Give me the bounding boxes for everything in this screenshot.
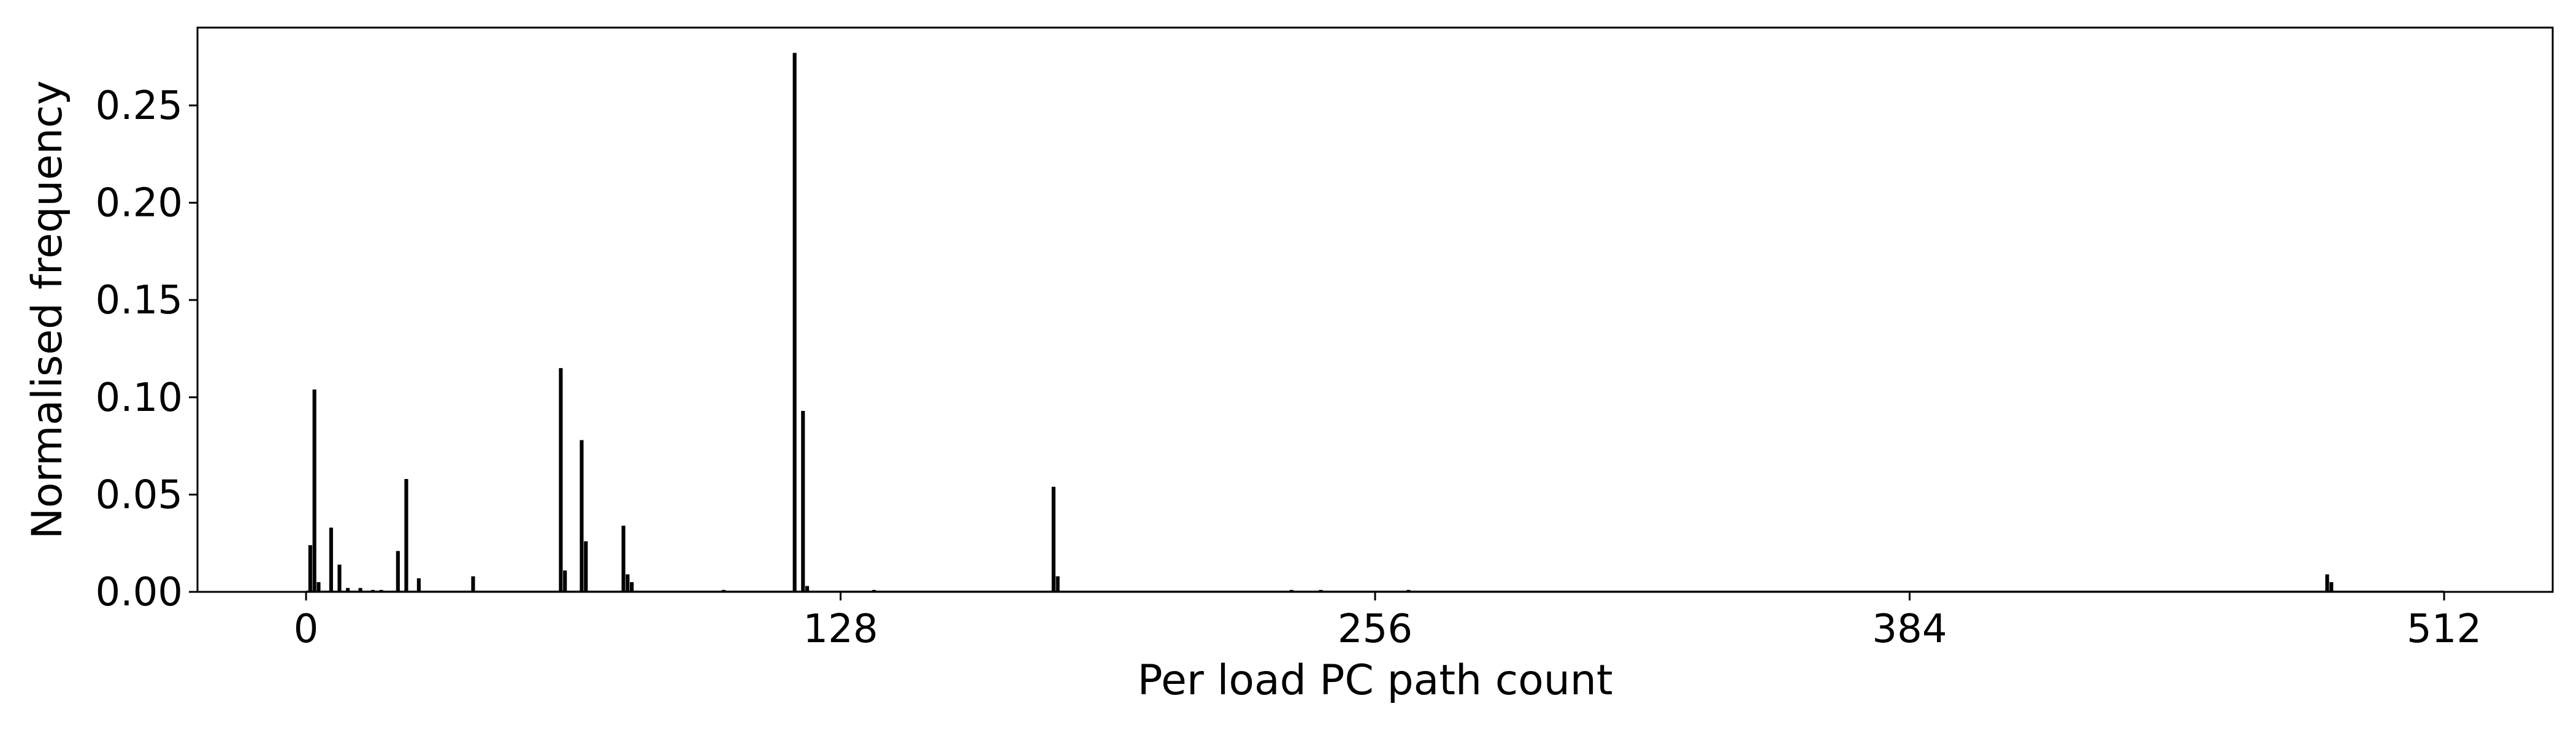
bar bbox=[346, 588, 350, 592]
bar bbox=[396, 551, 400, 592]
y-axis-ticks: 0.00 0.05 0.10 0.15 0.20 0.25 bbox=[96, 83, 197, 615]
bar bbox=[416, 578, 421, 592]
y-tick-label: 0.00 bbox=[96, 570, 183, 615]
bar bbox=[563, 570, 567, 592]
bar bbox=[329, 527, 333, 592]
x-tick-label: 256 bbox=[1338, 607, 1413, 652]
y-tick-label: 0.25 bbox=[96, 83, 183, 129]
bar bbox=[1051, 486, 1056, 592]
y-axis-title: Normalised frequency bbox=[23, 80, 72, 539]
bar bbox=[337, 564, 342, 592]
bar bbox=[559, 368, 563, 592]
x-axis-title: Per load PC path count bbox=[1137, 656, 1612, 705]
bar bbox=[379, 589, 383, 592]
bar bbox=[404, 479, 408, 592]
bar bbox=[1289, 589, 1294, 592]
bar bbox=[2329, 582, 2334, 592]
x-tick-label: 128 bbox=[803, 607, 878, 652]
bar bbox=[471, 576, 475, 592]
bar bbox=[312, 389, 316, 592]
bar bbox=[580, 440, 584, 592]
x-tick-label: 384 bbox=[1872, 607, 1947, 652]
bar bbox=[1056, 576, 1060, 592]
x-tick-label: 512 bbox=[2407, 607, 2482, 652]
bar bbox=[584, 541, 588, 592]
y-tick-label: 0.15 bbox=[96, 278, 183, 323]
y-tick-label: 0.20 bbox=[96, 181, 183, 226]
plot-background bbox=[197, 28, 2553, 592]
y-tick-label: 0.10 bbox=[96, 375, 183, 421]
bar bbox=[872, 589, 876, 592]
bar bbox=[792, 53, 797, 592]
bar bbox=[801, 410, 805, 592]
bar bbox=[626, 574, 630, 592]
bar bbox=[316, 582, 321, 592]
bar bbox=[630, 582, 634, 592]
x-tick-label: 0 bbox=[294, 607, 319, 652]
bar bbox=[358, 588, 362, 592]
bar bbox=[1406, 589, 1411, 592]
bar bbox=[2325, 574, 2329, 592]
bar bbox=[805, 586, 810, 592]
plot-area bbox=[197, 28, 2553, 592]
bar bbox=[721, 589, 726, 592]
x-axis-ticks: 0 128 256 384 512 bbox=[294, 592, 2482, 652]
y-tick-label: 0.05 bbox=[96, 472, 183, 518]
bar bbox=[1319, 589, 1323, 592]
bar bbox=[370, 589, 375, 592]
bar bbox=[621, 526, 626, 592]
bar bbox=[308, 545, 312, 592]
